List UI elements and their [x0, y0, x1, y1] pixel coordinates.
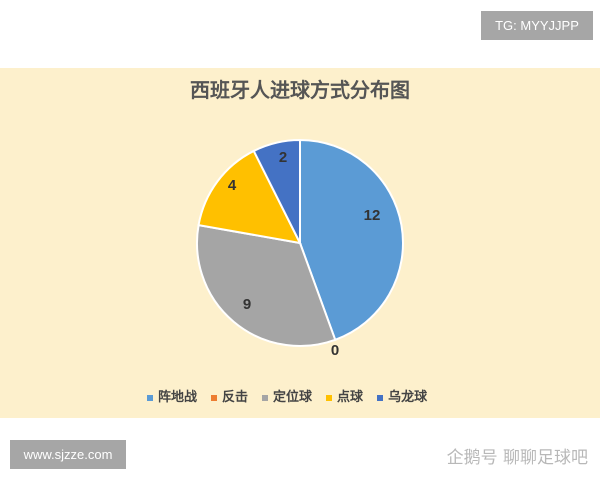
legend-item: 乌龙球 — [377, 386, 427, 405]
pie-slice-4 — [252, 138, 301, 244]
legend-swatch — [211, 394, 218, 401]
legend-label: 乌龙球 — [388, 390, 428, 405]
legend-item: 反击 — [211, 386, 248, 405]
legend: 阵地战 反击 定位球 点球 乌龙球 — [147, 386, 427, 405]
legend-label: 点球 — [337, 390, 364, 405]
legend-label: 阵地战 — [158, 390, 198, 405]
legend-swatch — [262, 394, 269, 401]
pie-slice-0 — [299, 138, 404, 342]
legend-swatch — [326, 394, 333, 401]
data-label-3: 4 — [228, 177, 237, 194]
legend-label: 反击 — [222, 390, 249, 405]
pie-slice-2 — [196, 223, 337, 347]
data-label-2: 9 — [243, 296, 251, 313]
data-label-0: 12 — [364, 207, 381, 224]
legend-item: 定位球 — [262, 386, 312, 405]
chart-title: 西班牙人进球方式分布图 — [190, 78, 410, 102]
legend-item: 点球 — [326, 386, 363, 405]
legend-item: 阵地战 — [147, 386, 197, 405]
legend-label: 定位球 — [273, 390, 313, 405]
watermark: 企鹅号 聊聊足球吧 — [446, 448, 588, 468]
tg-badge: TG: MYYJJPP — [481, 11, 593, 40]
data-label-4: 2 — [279, 149, 287, 166]
legend-swatch — [147, 394, 153, 401]
data-label-1: 0 — [331, 342, 339, 359]
pie-slice-3 — [197, 149, 302, 245]
legend-swatch — [377, 394, 384, 401]
site-badge: www.sjzze.com — [10, 440, 126, 469]
